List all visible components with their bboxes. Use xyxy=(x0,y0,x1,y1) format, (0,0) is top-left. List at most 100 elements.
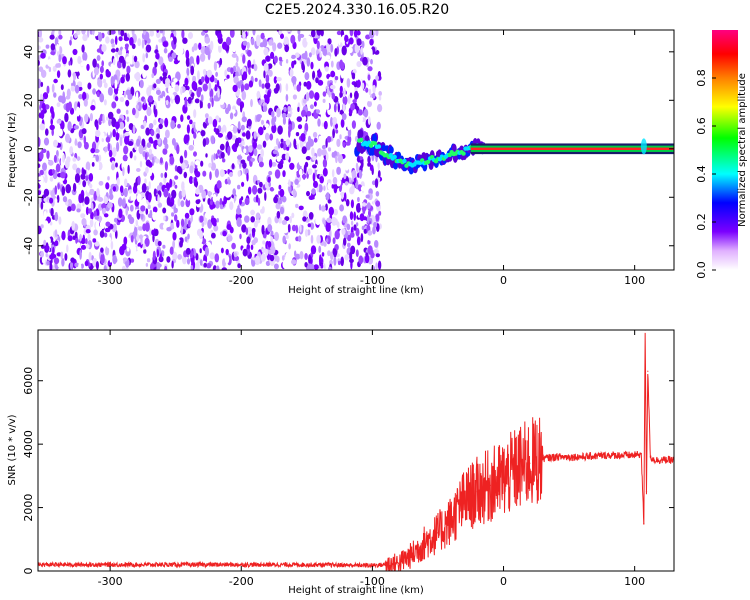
snr-point xyxy=(555,456,556,457)
noise-speck xyxy=(132,108,136,115)
noise-speck xyxy=(79,234,82,241)
noise-speck xyxy=(127,165,129,174)
noise-speck xyxy=(322,48,327,56)
noise-speck xyxy=(215,253,220,262)
noise-speck xyxy=(241,125,245,131)
noise-speck xyxy=(103,208,106,214)
noise-speck xyxy=(168,85,172,94)
noise-speck xyxy=(367,66,372,71)
noise-speck xyxy=(108,119,111,126)
noise-speck xyxy=(367,156,370,164)
noise-speck xyxy=(185,90,189,97)
noise-speck xyxy=(98,197,103,202)
noise-speck xyxy=(187,234,190,240)
noise-speck xyxy=(96,123,99,131)
noise-speck xyxy=(164,48,168,54)
noise-speck xyxy=(202,222,205,227)
noise-speck xyxy=(124,132,129,136)
noise-speck xyxy=(361,233,364,242)
x-tick-label: -300 xyxy=(98,575,123,588)
noise-speck xyxy=(189,208,194,215)
noise-speck xyxy=(347,243,351,248)
noise-speck xyxy=(357,236,361,245)
noise-speck xyxy=(89,252,92,261)
noise-speck xyxy=(64,113,68,123)
noise-speck xyxy=(325,66,329,72)
noise-speck xyxy=(250,216,255,222)
noise-speck xyxy=(101,44,106,52)
noise-speck xyxy=(159,104,163,110)
noise-speck xyxy=(324,121,328,129)
noise-speck xyxy=(162,72,167,77)
noise-speck xyxy=(368,230,373,236)
noise-speck xyxy=(294,250,296,257)
noise-speck xyxy=(48,160,54,166)
noise-speck xyxy=(171,261,173,269)
noise-speck xyxy=(339,114,343,120)
noise-speck xyxy=(351,220,353,225)
noise-speck xyxy=(352,73,356,80)
noise-speck xyxy=(148,58,151,65)
noise-speck xyxy=(296,225,298,234)
snr-point xyxy=(359,565,360,566)
noise-speck xyxy=(268,149,272,153)
noise-speck xyxy=(100,247,104,252)
noise-speck xyxy=(342,46,347,56)
noise-speck xyxy=(219,98,224,105)
noise-speck xyxy=(327,183,331,190)
noise-speck xyxy=(251,90,256,94)
noise-speck xyxy=(126,66,130,74)
noise-speck xyxy=(134,260,139,269)
noise-speck xyxy=(75,173,80,183)
noise-speck xyxy=(148,80,151,85)
noise-speck xyxy=(210,41,213,51)
noise-speck xyxy=(161,133,164,141)
colorbar-tick-label: 0.6 xyxy=(695,117,708,135)
noise-speck xyxy=(311,29,316,37)
noise-speck xyxy=(349,251,352,260)
noise-speck xyxy=(153,105,155,114)
noise-speck xyxy=(274,264,279,270)
snr-point xyxy=(437,532,438,533)
noise-speck xyxy=(334,248,337,257)
noise-speck xyxy=(120,30,124,37)
noise-speck xyxy=(273,68,276,76)
noise-speck xyxy=(230,112,233,119)
noise-speck xyxy=(292,109,297,114)
noise-speck xyxy=(50,51,55,55)
noise-speck xyxy=(177,166,182,173)
noise-speck xyxy=(145,193,148,197)
noise-speck xyxy=(333,209,338,215)
y-tick-label: 20 xyxy=(22,93,35,107)
noise-speck xyxy=(308,136,311,143)
noise-speck xyxy=(50,35,55,40)
noise-speck xyxy=(322,145,326,149)
noise-speck xyxy=(302,174,306,179)
chart-title: C2E5.2024.330.16.05.R20 xyxy=(265,2,449,18)
noise-speck xyxy=(332,38,335,43)
noise-speck xyxy=(195,98,200,103)
noise-speck xyxy=(54,155,57,163)
noise-speck xyxy=(249,80,253,87)
noise-speck xyxy=(92,88,96,94)
noise-speck xyxy=(203,69,206,75)
noise-speck xyxy=(357,197,360,202)
noise-speck xyxy=(263,38,268,47)
noise-speck xyxy=(171,212,174,216)
noise-speck xyxy=(185,236,188,242)
noise-speck xyxy=(132,27,135,36)
noise-speck xyxy=(298,33,301,42)
noise-speck xyxy=(58,208,62,216)
noise-speck xyxy=(185,98,188,108)
noise-speck xyxy=(358,203,360,212)
noise-speck xyxy=(222,188,226,197)
colorbar-label: Normalized spectral amplitude xyxy=(737,73,748,227)
noise-speck xyxy=(332,129,335,139)
noise-speck xyxy=(69,40,72,46)
noise-speck xyxy=(282,220,287,225)
noise-speck xyxy=(327,136,332,143)
noise-speck xyxy=(106,71,111,78)
noise-speck xyxy=(297,143,299,149)
noise-speck xyxy=(344,192,347,201)
noise-speck xyxy=(132,245,136,252)
